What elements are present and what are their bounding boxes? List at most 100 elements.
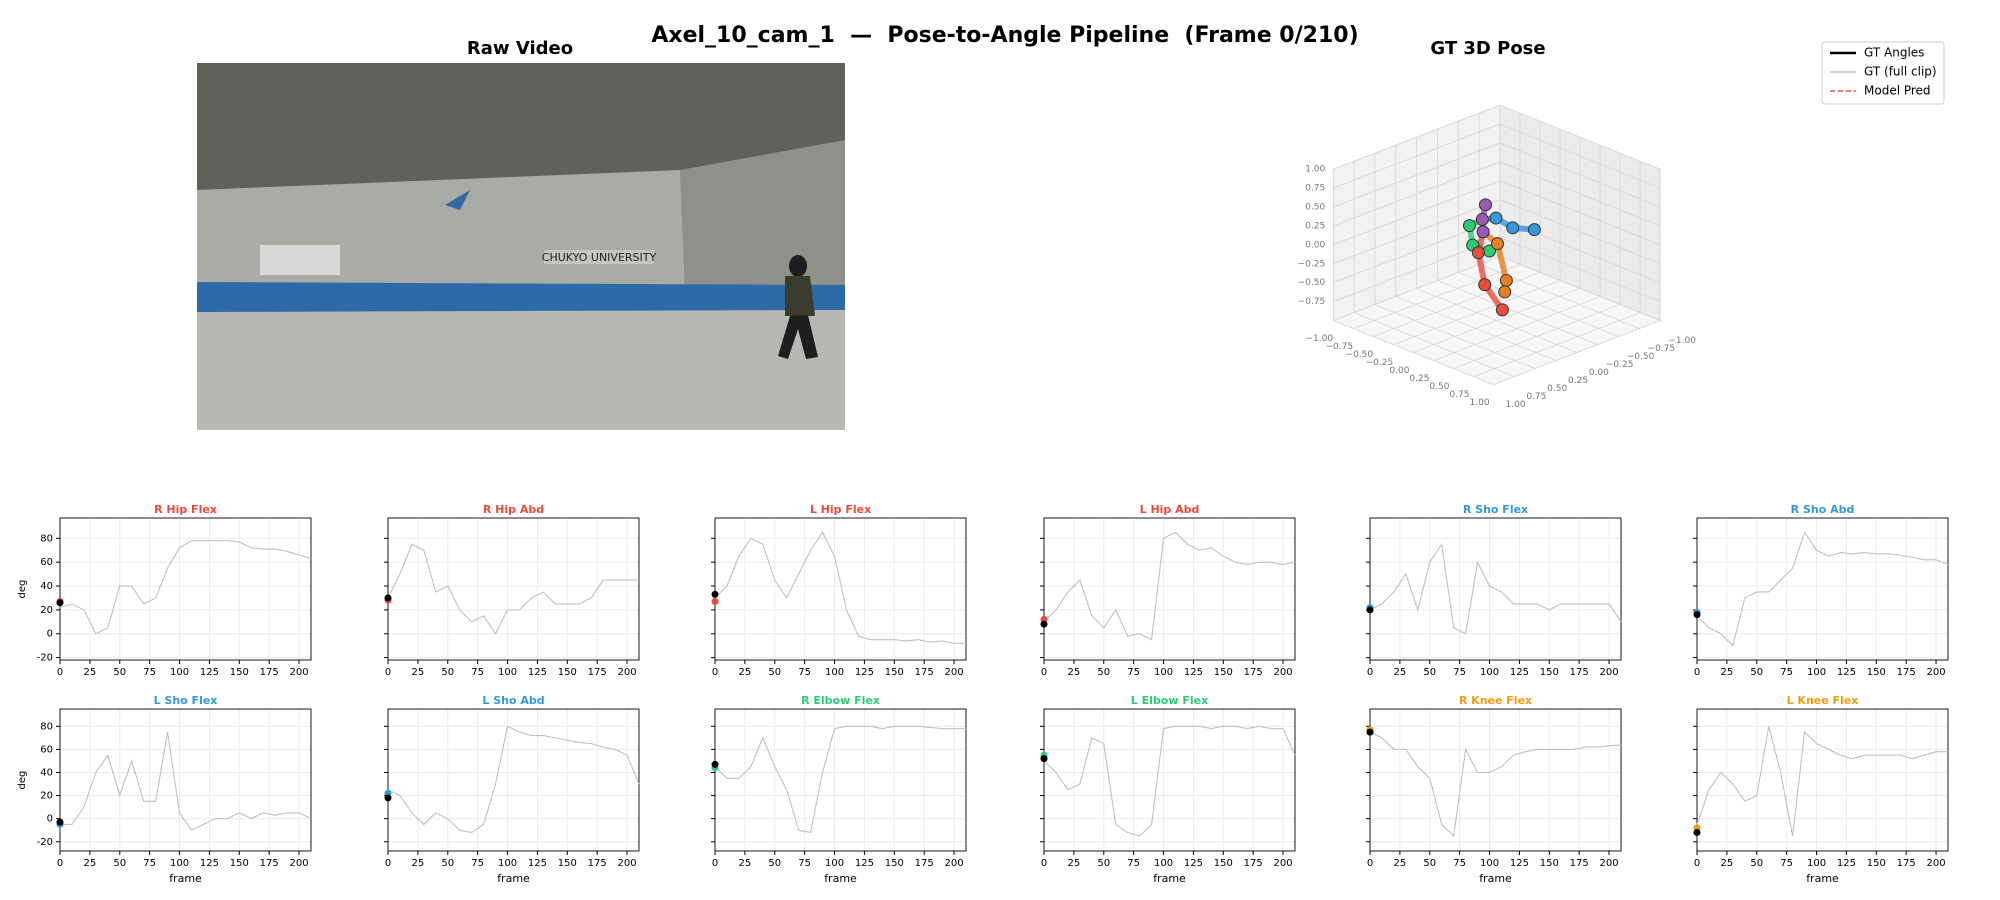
grid-line-3d: [1499, 104, 1661, 170]
x-tick-label: 50: [441, 858, 454, 869]
joint: [1506, 221, 1520, 235]
pose-title: GT 3D Pose: [1430, 38, 1545, 59]
x-tick-label: 200: [945, 667, 964, 678]
x-tick-label: 150: [1540, 667, 1559, 678]
x-tick-label: 200: [618, 858, 637, 869]
x-tick-label: 75: [798, 667, 811, 678]
sign-board: [544, 250, 654, 264]
x-tick-label: 25: [84, 858, 97, 869]
subplot-title: R Sho Abd: [1791, 503, 1855, 516]
x-tick-label: 25: [739, 667, 752, 678]
x-axis-label: frame: [1479, 872, 1512, 885]
x-tick-label: 150: [1867, 858, 1886, 869]
gt-angle-point: [384, 594, 392, 602]
x-tick-label: 25: [412, 858, 425, 869]
grid-line-3d: [1333, 142, 1501, 208]
gt-full-clip-line: [387, 543, 639, 635]
grid-line-3d: [1499, 142, 1661, 208]
y-tick-label: 80: [40, 533, 53, 544]
x-tick-label-3d: 0.00: [1389, 366, 1409, 376]
x-axis-label: frame: [497, 872, 530, 885]
subplot: L Knee Flex 0 25 50 75 100 125 150 175 200 frame: [1693, 694, 1949, 885]
joint: [1479, 198, 1493, 212]
x-tick-label: 100: [1480, 667, 1499, 678]
ice: [197, 310, 845, 430]
x-tick-label: 25: [739, 858, 752, 869]
gt-full-clip-line: [387, 725, 640, 834]
x-tick-label: 0: [385, 667, 391, 678]
gt-full-clip-line: [1369, 731, 1622, 838]
subplot: L Elbow Flex 0 25 50 75 100 125 150 175 200 frame: [1040, 694, 1296, 885]
x-tick-label: 0: [57, 667, 63, 678]
x-axis-label: frame: [824, 872, 857, 885]
x-tick-label: 75: [143, 667, 156, 678]
subplot-title: R Hip Abd: [483, 503, 544, 516]
legend: [1821, 41, 1945, 105]
legend-box: [1821, 41, 1945, 105]
x-tick-label: 200: [290, 858, 309, 869]
gt-angle-point: [56, 818, 64, 826]
x-tick-label: 175: [260, 858, 279, 869]
gt-angle-point: [384, 794, 392, 802]
x-tick-label-3d: −0.25: [1366, 358, 1394, 368]
x-tick-label: 100: [825, 667, 844, 678]
subplot-title: L Hip Abd: [1140, 503, 1200, 516]
x-tick-label: 25: [412, 667, 425, 678]
legend-label: GT Angles: [1864, 46, 1924, 60]
grid-line-3d: [1499, 180, 1661, 246]
joint: [1495, 303, 1509, 317]
joint: [1489, 211, 1503, 225]
y-tick-label: 0: [47, 814, 53, 825]
subplot: R Sho Flex 0 25 50 75 100 125 150 175 200: [1366, 503, 1622, 678]
x-tick-label: 0: [1041, 858, 1047, 869]
z-tick-label-3d: 0.75: [1305, 184, 1325, 194]
grid-line-3d: [1499, 256, 1661, 321]
x-tick-label: 200: [1274, 858, 1293, 869]
z-tick-label-3d: −0.75: [1298, 297, 1326, 307]
x-tick-label: 50: [768, 858, 781, 869]
subplot: L Hip Abd 0 25 50 75 100 125 150 175 200: [1040, 503, 1296, 678]
x-tick-label: 100: [1807, 667, 1826, 678]
x-tick-label: 125: [1184, 667, 1203, 678]
joint: [1527, 223, 1541, 237]
x-tick-label: 75: [143, 858, 156, 869]
subplot-title: R Sho Flex: [1463, 503, 1528, 516]
x-tick-label: 75: [1127, 667, 1140, 678]
x-tick-label: 0: [712, 858, 718, 869]
y-tick-label-3d: −0.50: [1627, 352, 1655, 362]
x-tick-label: 175: [588, 667, 607, 678]
x-tick-label: 0: [1041, 667, 1047, 678]
z-tick-label-3d: 0.25: [1305, 221, 1325, 231]
x-tick-label-3d: −0.50: [1346, 350, 1374, 360]
y-tick-label: 40: [40, 581, 53, 592]
x-tick-label: 50: [1423, 667, 1436, 678]
gt-full-clip-line: [1369, 542, 1622, 635]
x-tick-label: 175: [1570, 858, 1589, 869]
x-tick-label: 0: [1367, 667, 1373, 678]
x-tick-label: 75: [798, 858, 811, 869]
sign-text: CHUKYO UNIVERSITY: [542, 251, 657, 264]
x-tick-label: 25: [1721, 858, 1734, 869]
back-wall: [197, 170, 685, 295]
grid-line-3d: [1499, 199, 1661, 265]
x-tick-label: 75: [1780, 858, 1793, 869]
y-tick-label-3d: −0.75: [1648, 344, 1676, 354]
x-tick-label: 50: [113, 667, 126, 678]
grid-line-3d: [1333, 180, 1501, 246]
x-tick-label: 125: [528, 667, 547, 678]
gt-full-clip-line: [1043, 725, 1296, 837]
x-tick-label: 50: [1750, 858, 1763, 869]
subplot: R Sho Abd 0 25 50 75 100 125 150 175 200: [1693, 503, 1949, 678]
x-tick-label: 175: [588, 858, 607, 869]
x-tick-label: 100: [498, 667, 517, 678]
subplot: L Hip Flex 0 25 50 75 100 125 150 175 200: [711, 503, 967, 678]
y-tick-label: -20: [37, 837, 53, 848]
logo: [445, 190, 470, 210]
plot-frame: [714, 517, 967, 661]
x-tick-label: 100: [170, 667, 189, 678]
gt-full-clip-line: [1696, 531, 1949, 647]
y-tick-label-3d: 0.50: [1547, 384, 1567, 394]
gt-full-clip-line: [59, 540, 312, 635]
x-tick-label: 100: [1807, 858, 1826, 869]
x-tick-label: 150: [1540, 858, 1559, 869]
